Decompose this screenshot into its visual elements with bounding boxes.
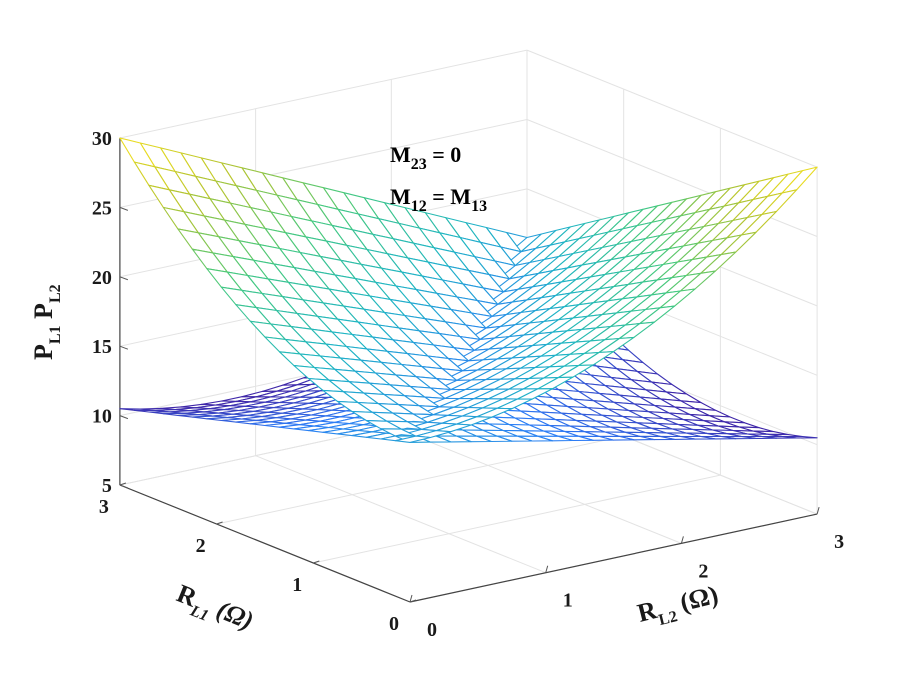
y-tick-label: 3 <box>834 531 844 553</box>
z-tick-label: 25 <box>92 197 112 219</box>
x-axis-line <box>119 484 411 603</box>
z-tick-label: 10 <box>92 406 112 428</box>
y-tick-mark <box>816 506 820 515</box>
annotation-m12-m13: M12 = M13 <box>390 184 487 215</box>
y-tick-mark <box>545 565 549 573</box>
floor-grid-line <box>255 455 546 574</box>
y-tick-label: 2 <box>698 560 708 582</box>
z-tick-mark <box>119 345 129 350</box>
z-tick-mark <box>119 276 129 281</box>
z-tick-mark <box>119 484 129 489</box>
y-tick-mark <box>409 594 413 603</box>
x-tick-label: 1 <box>292 574 302 596</box>
y-tick-label: 0 <box>427 619 437 641</box>
surface-pl2-cell <box>394 435 431 443</box>
wall-grid-line <box>526 49 818 168</box>
z-tick-label: 5 <box>102 475 112 497</box>
wall-grid-line <box>119 49 528 139</box>
surfaces <box>119 137 818 443</box>
x-tick-label: 3 <box>99 496 109 518</box>
x-tick-label: 2 <box>196 535 206 557</box>
y-tick-label: 1 <box>563 590 573 612</box>
floor-grid-line <box>216 435 624 525</box>
z-axis-label: PL1 PL2 <box>29 284 64 360</box>
z-tick-mark <box>119 206 129 211</box>
x-tick-mark <box>216 521 223 525</box>
x-axis-label: RL1 (Ω) <box>171 579 258 641</box>
x-tick-mark <box>119 482 127 486</box>
y-axis-line <box>409 513 818 603</box>
axis-box <box>119 137 820 603</box>
floor-grid-line <box>391 425 682 544</box>
y-tick-mark <box>680 536 684 544</box>
z-tick-label: 20 <box>92 267 112 289</box>
z-tick-label: 30 <box>92 128 112 150</box>
z-tick-mark <box>119 415 129 420</box>
y-axis-label: RL2 (Ω) <box>634 580 722 634</box>
floor-grid-line <box>313 474 721 564</box>
x-tick-label: 0 <box>389 613 399 635</box>
x-tick-mark <box>409 599 417 603</box>
annotation-m23: M23 = 0 <box>390 142 461 173</box>
z-tick-label: 15 <box>92 336 112 358</box>
x-tick-mark <box>313 560 320 564</box>
